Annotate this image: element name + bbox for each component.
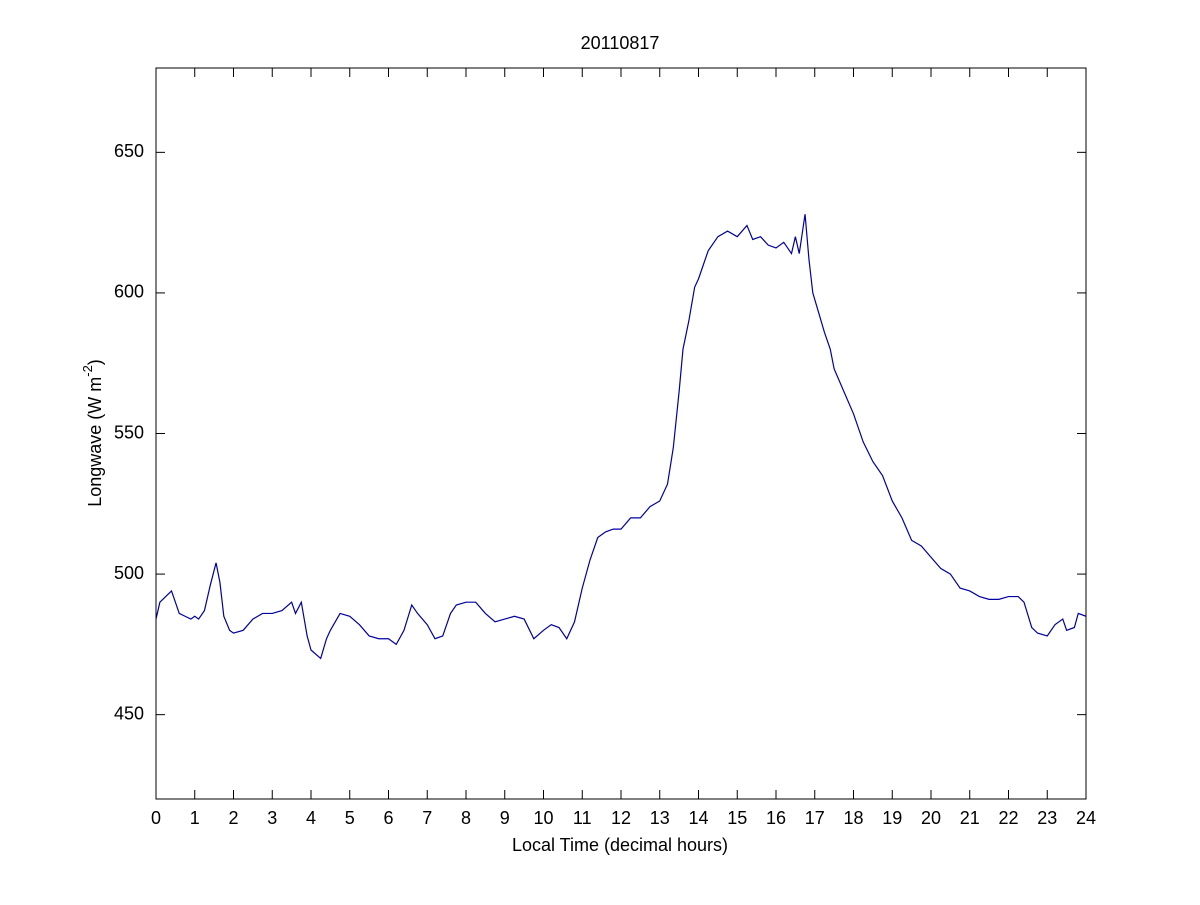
x-tick-label: 14 [688, 808, 708, 828]
chart-title: 20110817 [581, 33, 660, 53]
y-label-superscript: -2 [80, 365, 95, 377]
y-tick-label: 650 [114, 141, 144, 161]
x-tick-label: 24 [1076, 808, 1096, 828]
x-tick-label: 3 [267, 808, 277, 828]
x-axis-label: Local Time (decimal hours) [512, 835, 728, 855]
x-tick-label: 22 [998, 808, 1018, 828]
data-line [155, 214, 1087, 660]
y-axis-label: Longwave (W m-2) [80, 359, 104, 507]
x-tick-label: 12 [611, 808, 631, 828]
x-tick-label: 16 [766, 808, 786, 828]
x-tick-label: 23 [1037, 808, 1057, 828]
y-label-suffix: ) [85, 359, 105, 365]
x-tick-label: 13 [650, 808, 670, 828]
x-tick-label: 2 [228, 808, 238, 828]
x-tick-label: 21 [960, 808, 980, 828]
y-label-text: Longwave (W m [85, 377, 105, 507]
y-tick-label: 450 [114, 703, 144, 723]
plot-frame [155, 67, 1087, 800]
x-tick-label: 0 [151, 808, 161, 828]
x-tick-label: 17 [805, 808, 825, 828]
x-tick-label: 19 [882, 808, 902, 828]
x-tick-label: 6 [383, 808, 393, 828]
x-tick-label: 10 [533, 808, 553, 828]
x-tick-label: 8 [461, 808, 471, 828]
x-tick-label: 20 [921, 808, 941, 828]
y-tick-label: 500 [114, 563, 144, 583]
x-tick-label: 4 [306, 808, 316, 828]
x-tick-label: 18 [843, 808, 863, 828]
y-tick-label: 550 [114, 422, 144, 442]
x-tick-label: 1 [190, 808, 200, 828]
x-tick-label: 15 [727, 808, 747, 828]
x-tick-label: 7 [422, 808, 432, 828]
x-tick-label: 11 [573, 808, 592, 828]
x-tick-label: 9 [500, 808, 510, 828]
y-tick-label: 600 [114, 282, 144, 302]
x-tick-label: 5 [345, 808, 355, 828]
